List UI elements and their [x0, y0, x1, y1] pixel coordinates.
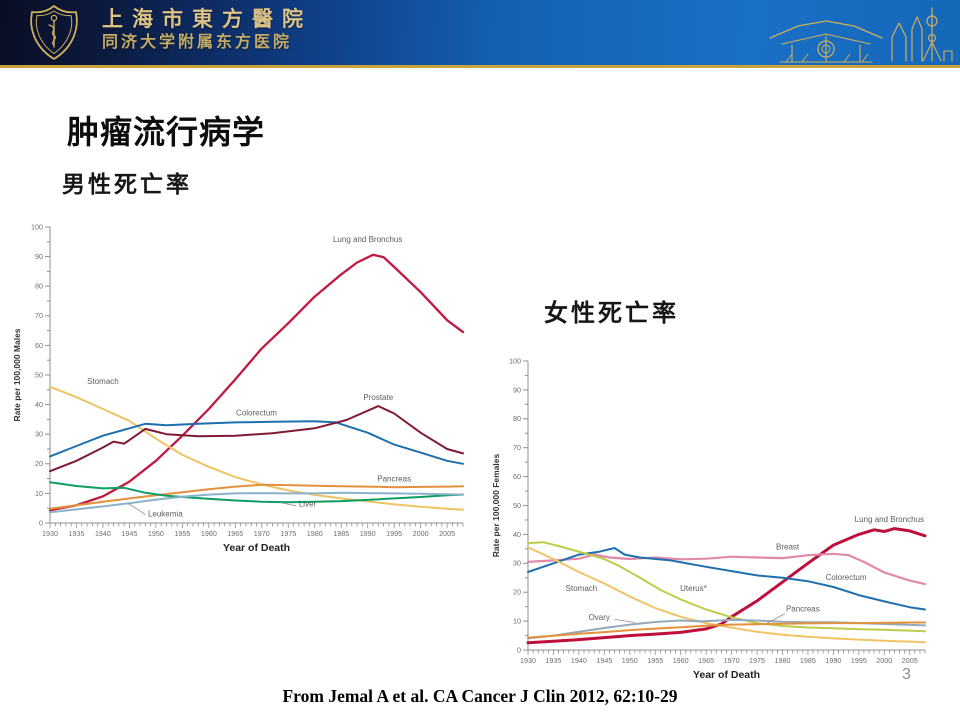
series-colorectum: [49, 420, 464, 465]
svg-text:1955: 1955: [174, 529, 190, 538]
svg-text:1965: 1965: [227, 529, 243, 538]
series-stomach: [527, 546, 926, 644]
svg-text:30: 30: [513, 559, 521, 568]
hospital-names: 上海市東方醫院 同济大学附属东方医院: [102, 9, 312, 51]
svg-text:0: 0: [517, 645, 521, 654]
svg-text:80: 80: [35, 282, 43, 291]
svg-text:Colorectum: Colorectum: [236, 409, 277, 418]
gate-archway-artwork: [769, 20, 883, 63]
svg-text:70: 70: [35, 311, 43, 320]
svg-text:1995: 1995: [386, 529, 402, 538]
svg-text:10: 10: [513, 617, 521, 626]
svg-text:1980: 1980: [307, 529, 323, 538]
series-colorectum: [527, 547, 926, 611]
svg-text:1960: 1960: [673, 656, 689, 665]
svg-text:1965: 1965: [698, 656, 714, 665]
svg-text:Stomach: Stomach: [87, 377, 119, 386]
svg-text:2005: 2005: [902, 656, 918, 665]
svg-text:Ovary: Ovary: [589, 613, 610, 622]
male-mortality-caption: 男性死亡率: [62, 172, 192, 197]
svg-text:60: 60: [513, 472, 521, 481]
svg-text:40: 40: [513, 530, 521, 539]
svg-text:Pancreas: Pancreas: [786, 605, 820, 614]
series-liver: [49, 481, 464, 504]
svg-text:1940: 1940: [571, 656, 587, 665]
series-pancreas: [527, 621, 926, 639]
svg-text:Rate per 100,000 Females: Rate per 100,000 Females: [491, 453, 501, 557]
svg-text:100: 100: [509, 356, 521, 365]
series-pancreas: [49, 483, 464, 510]
svg-text:Lung and Bronchus: Lung and Bronchus: [855, 515, 924, 524]
slide-title: 肿瘤流行病学: [67, 114, 266, 151]
page-number: 3: [902, 666, 911, 683]
svg-text:1940: 1940: [95, 529, 111, 538]
svg-text:70: 70: [513, 443, 521, 452]
female-cancer-death-rate-chart: 0 10 20 30 40 50 60 70 80 90 100 1930 1935 1940 1945 19…: [491, 356, 927, 681]
svg-text:1975: 1975: [280, 529, 296, 538]
series-lung-and-bronchus: [48, 253, 465, 512]
svg-text:Uterus*: Uterus*: [680, 584, 707, 593]
svg-text:Year of Death: Year of Death: [223, 542, 290, 554]
svg-text:Rate per 100,000 Males: Rate per 100,000 Males: [12, 328, 22, 421]
svg-text:Breast: Breast: [776, 543, 800, 552]
svg-text:1930: 1930: [520, 656, 536, 665]
series-breast: [526, 552, 927, 586]
svg-text:1935: 1935: [545, 656, 561, 665]
svg-text:1930: 1930: [42, 529, 58, 538]
svg-text:60: 60: [35, 341, 43, 350]
svg-text:80: 80: [513, 414, 521, 423]
svg-text:1950: 1950: [148, 529, 164, 538]
svg-text:Prostate: Prostate: [363, 393, 393, 402]
svg-text:50: 50: [35, 370, 43, 379]
female-mortality-caption: 女性死亡率: [544, 301, 679, 327]
svg-text:2000: 2000: [413, 529, 429, 538]
svg-text:Stomach: Stomach: [566, 584, 598, 593]
svg-text:1990: 1990: [825, 656, 841, 665]
svg-text:100: 100: [31, 222, 43, 231]
svg-text:1970: 1970: [254, 529, 270, 538]
svg-text:20: 20: [35, 459, 43, 468]
hospital-name-affiliation: 同济大学附属东方医院: [102, 34, 293, 51]
hospital-crest-logo: [30, 5, 78, 60]
svg-text:10: 10: [35, 489, 43, 498]
city-skyline-artwork: [891, 7, 953, 62]
svg-text:20: 20: [513, 588, 521, 597]
svg-text:Year of Death: Year of Death: [693, 669, 760, 681]
svg-text:40: 40: [35, 400, 43, 409]
hospital-name-traditional: 上海市東方醫院: [102, 7, 312, 31]
svg-text:1955: 1955: [647, 656, 663, 665]
series-uterus-: [527, 541, 926, 633]
svg-text:1935: 1935: [68, 529, 84, 538]
svg-text:1985: 1985: [800, 656, 816, 665]
series-lung-and-bronchus: [526, 527, 927, 645]
series-leukemia: [49, 491, 464, 514]
svg-text:1945: 1945: [121, 529, 137, 538]
svg-text:1945: 1945: [596, 656, 612, 665]
male-cancer-death-rate-chart: 0 10 20 30 40 50 60 70 80 90 100 1930 1935 1940 1945 19…: [12, 222, 465, 554]
svg-text:Liver: Liver: [299, 500, 317, 509]
svg-text:1990: 1990: [360, 529, 376, 538]
svg-text:Lung and Bronchus: Lung and Bronchus: [333, 235, 402, 244]
svg-text:1985: 1985: [333, 529, 349, 538]
svg-text:Colorectum: Colorectum: [826, 573, 867, 582]
svg-text:1995: 1995: [851, 656, 867, 665]
svg-text:1975: 1975: [749, 656, 765, 665]
svg-text:0: 0: [39, 518, 43, 527]
svg-text:30: 30: [35, 430, 43, 439]
svg-text:2000: 2000: [876, 656, 892, 665]
svg-text:90: 90: [35, 252, 43, 261]
svg-text:Leukemia: Leukemia: [148, 509, 183, 518]
svg-text:1960: 1960: [201, 529, 217, 538]
svg-text:Pancreas: Pancreas: [377, 475, 411, 484]
svg-text:2005: 2005: [439, 529, 455, 538]
series-prostate: [49, 405, 464, 473]
svg-text:90: 90: [513, 385, 521, 394]
svg-text:1980: 1980: [774, 656, 790, 665]
svg-text:50: 50: [513, 501, 521, 510]
header-banner: 上海市東方醫院 同济大学附属东方医院: [0, 0, 960, 68]
citation-text: From Jemal A et al. CA Cancer J Clin 201…: [282, 686, 678, 706]
svg-text:1970: 1970: [724, 656, 740, 665]
svg-text:1950: 1950: [622, 656, 638, 665]
